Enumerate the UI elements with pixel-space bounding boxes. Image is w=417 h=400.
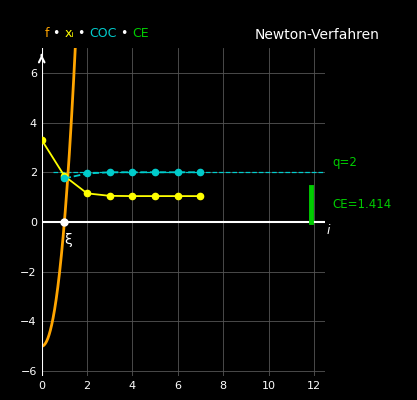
Text: Newton-Verfahren: Newton-Verfahren — [254, 28, 379, 42]
Text: •: • — [117, 27, 132, 40]
Text: COC: COC — [89, 27, 117, 40]
Text: •: • — [49, 27, 64, 40]
Text: ξ: ξ — [64, 233, 72, 247]
Text: •: • — [74, 27, 89, 40]
Text: CE: CE — [132, 27, 149, 40]
Text: CE=1.414: CE=1.414 — [332, 198, 391, 211]
Text: i: i — [327, 224, 330, 237]
Text: xᵢ: xᵢ — [64, 27, 74, 40]
Text: f: f — [45, 27, 49, 40]
Text: q=2: q=2 — [332, 156, 357, 168]
